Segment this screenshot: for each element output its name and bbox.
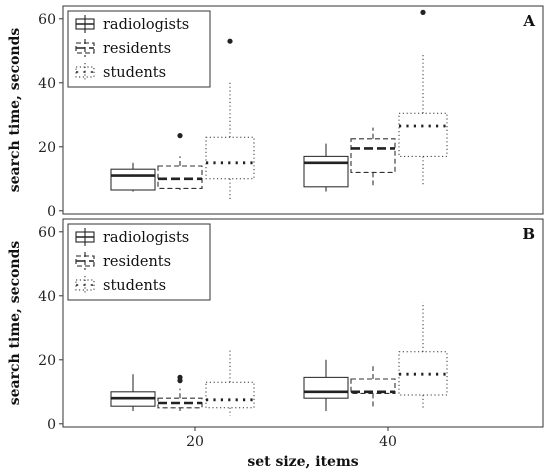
box-radiologists-40 <box>303 143 349 192</box>
box-body <box>303 376 349 399</box>
legend: radiologists residents students <box>67 10 211 88</box>
box-body <box>398 351 448 396</box>
y-tick-label: 60 <box>38 225 56 241</box>
box-body <box>350 378 396 394</box>
legend-key-box <box>75 279 95 291</box>
panel-A: 0 20 40 60 search time, seconds Aradiologists… <box>7 5 544 220</box>
y-tick-label: 0 <box>47 417 56 433</box>
y-tick-label: 60 <box>38 12 56 28</box>
plot-frame <box>62 218 544 428</box>
legend-key-box <box>75 66 95 78</box>
y-tick-label: 40 <box>38 289 56 305</box>
legend-key-students <box>75 63 95 81</box>
legend-label: residents <box>103 41 171 57</box>
box-students-40 <box>398 9 448 186</box>
box-body <box>350 138 396 173</box>
legend-key-residents <box>75 252 95 270</box>
box-students-20 <box>205 350 255 416</box>
plot-frame <box>62 5 544 215</box>
x-tick-label: 40 <box>379 434 397 450</box>
box-students-40 <box>398 302 448 410</box>
y-tick-label: 40 <box>38 76 56 92</box>
legend-label: radiologists <box>103 17 189 33</box>
y-axis-label: search time, seconds <box>7 241 23 406</box>
box-residents-20 <box>157 133 203 190</box>
outlier-point <box>177 374 183 380</box>
box-residents-20 <box>157 374 203 411</box>
legend-label: students <box>103 278 166 294</box>
outlier-point <box>177 133 183 139</box>
box-body <box>157 165 203 189</box>
panel-label: A <box>522 12 535 30</box>
panel-label: B <box>522 225 535 243</box>
legend-key-residents <box>75 39 95 57</box>
y-axis-label: search time, seconds <box>7 28 23 193</box>
box-radiologists-20 <box>110 374 156 411</box>
y-tick-label: 20 <box>38 353 56 369</box>
outlier-point <box>420 9 426 15</box>
legend-key-students <box>75 276 95 294</box>
box-radiologists-20 <box>110 162 156 192</box>
legend-label: students <box>103 65 166 81</box>
box-body <box>303 155 349 188</box>
box-body <box>110 168 156 191</box>
box-body <box>398 112 448 157</box>
y-tick-label: 20 <box>38 140 56 156</box>
legend-label: radiologists <box>103 230 189 246</box>
box-body <box>205 136 255 180</box>
box-residents-40 <box>350 127 396 186</box>
x-tick-label: 20 <box>186 434 204 450</box>
legend-key-radiologists <box>75 15 95 33</box>
box-radiologists-40 <box>303 359 349 411</box>
box-body <box>205 381 255 409</box>
box-students-20 <box>205 38 255 200</box>
y-tick-label: 0 <box>47 204 56 220</box>
legend-label: residents <box>103 254 171 270</box>
legend: radiologists residents students <box>67 223 211 301</box>
legend-frame <box>67 10 211 88</box>
panels: 0 20 40 60 search time, seconds Aradiologists… <box>7 5 544 470</box>
panel-B: 0 20 40 60 search time, seconds Bradiologists… <box>7 218 544 470</box>
outlier-point <box>227 38 233 44</box>
box-residents-40 <box>350 366 396 408</box>
legend-key-radiologists <box>75 228 95 246</box>
x-axis-label: set size, items <box>247 454 358 470</box>
